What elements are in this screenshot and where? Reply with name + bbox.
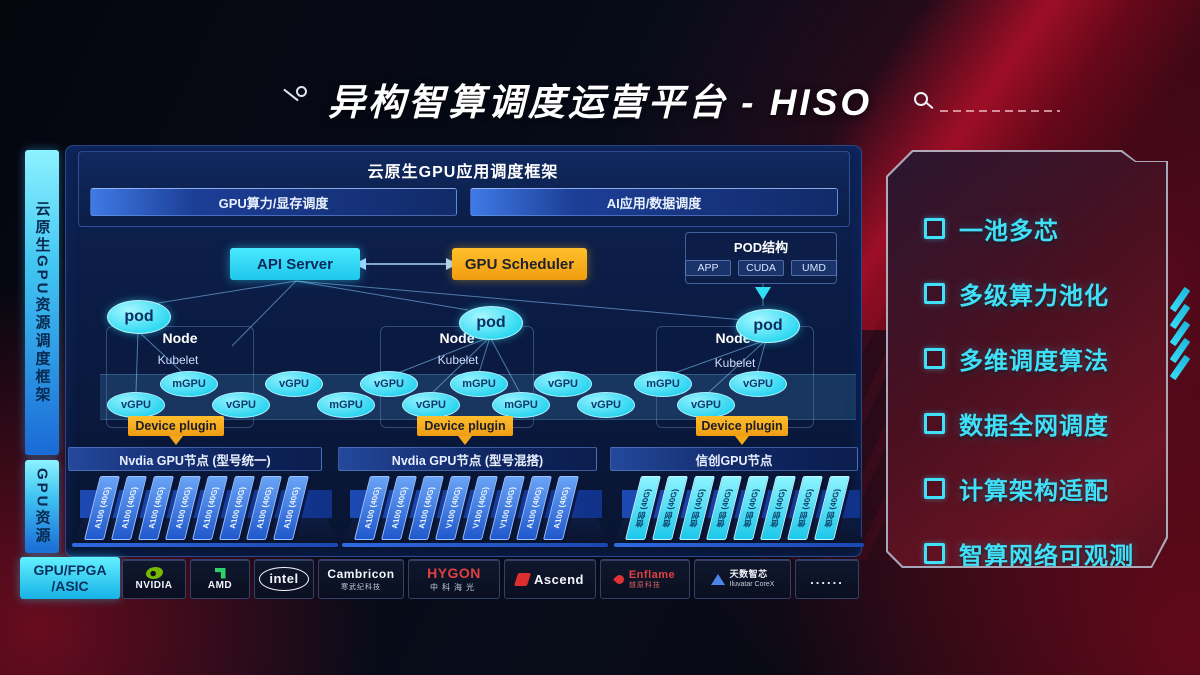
- kubelet-label-2: Kubelet: [437, 353, 479, 367]
- square-bullet-icon: [924, 543, 945, 564]
- gpu-fpga-asic-label: GPU/FPGA/ASIC: [20, 557, 120, 599]
- feature-panel: 一池多芯 多级算力池化 多维调度算法 数据全网调度 计算架构适配 智算网络可观测: [886, 150, 1168, 568]
- gpu-ellipse: mGPU: [450, 371, 508, 397]
- pod-ellipse-3: pod: [736, 309, 800, 343]
- sidebar-label-gpu-resources: GPU资源: [25, 460, 59, 553]
- gpu-ellipse: vGPU: [729, 371, 787, 397]
- framework-title: 云原生GPU应用调度框架: [367, 164, 559, 181]
- gpu-ellipse: mGPU: [160, 371, 218, 397]
- gpu-ellipse: vGPU: [534, 371, 592, 397]
- vendor-iluvatar: 天数智芯 Iluvatar CoreX: [694, 559, 791, 599]
- pod-item-cuda: CUDA: [738, 260, 784, 276]
- vendor-enflame: Enflame 燧原科技: [600, 559, 690, 599]
- gpu-ellipse: mGPU: [317, 392, 375, 418]
- rack-header-mixed: Nvdia GPU节点 (型号混搭): [338, 447, 597, 471]
- pod-ellipse-2: pod: [459, 306, 523, 340]
- device-plugin-3: Device plugin: [696, 416, 788, 436]
- gpu-ellipse: vGPU: [265, 371, 323, 397]
- square-bullet-icon: [924, 413, 945, 434]
- feature-item: 多级算力池化: [924, 261, 1166, 326]
- gpu-scheduler-box: GPU Scheduler: [452, 248, 587, 280]
- rack-edge-1: [72, 543, 338, 547]
- pod-item-umd: UMD: [791, 260, 837, 276]
- vendor-amd: AMD: [190, 559, 250, 599]
- feature-item: 一池多芯: [924, 196, 1166, 261]
- rack-header-uniform: Nvdia GPU节点 (型号统一): [68, 447, 322, 471]
- square-bullet-icon: [924, 218, 945, 239]
- ascend-logo-icon: [513, 572, 532, 586]
- kubelet-label-1: Kubelet: [157, 353, 199, 367]
- device-plugin-2: Device plugin: [417, 416, 513, 436]
- kubelet-label-3: Kubelet: [714, 356, 756, 370]
- intel-oval-icon: intel: [259, 567, 309, 591]
- page-title: 异构智算调度运营平台 - HISO: [327, 82, 873, 123]
- gpu-ellipse: vGPU: [577, 392, 635, 418]
- pod-item-app: APP: [685, 260, 731, 276]
- feature-item: 智算网络可观测: [924, 521, 1166, 586]
- magnifier-icon: [912, 92, 938, 118]
- vendor-cambricon: Cambricon 寒武纪科技: [318, 559, 404, 599]
- gpu-ellipse: vGPU: [677, 392, 735, 418]
- down-arrow-icon: [735, 436, 749, 445]
- rack-header-xinchuang: 信创GPU节点: [610, 447, 858, 471]
- square-bullet-icon: [924, 283, 945, 304]
- amd-arrow-icon: [214, 567, 226, 579]
- vendor-nvidia: NVIDIA: [122, 559, 186, 599]
- rack-edge-3: [614, 543, 864, 547]
- framework-left-box: GPU算力/显存调度: [90, 188, 457, 216]
- sidebar-label-scheduling-framework: 云原生GPU资源调度框架: [25, 150, 59, 455]
- framework-right-box: AI应用/数据调度: [470, 188, 838, 216]
- feature-item: 计算架构适配: [924, 456, 1166, 521]
- pod-structure-title: POD结构: [733, 240, 789, 255]
- pod-ellipse-1: pod: [107, 300, 171, 334]
- down-arrow-icon: [458, 436, 472, 445]
- down-arrow-icon: [169, 436, 183, 445]
- api-server-box: API Server: [230, 248, 360, 280]
- rack-edge-2: [342, 543, 608, 547]
- gpu-ellipse: vGPU: [107, 392, 165, 418]
- gpu-ellipse: vGPU: [360, 371, 418, 397]
- device-plugin-1: Device plugin: [128, 416, 224, 436]
- pin-icon: [280, 86, 307, 112]
- feature-item: 多维调度算法: [924, 326, 1166, 391]
- enflame-flame-icon: [612, 572, 626, 586]
- gpu-ellipse: mGPU: [492, 392, 550, 418]
- nvidia-eye-icon: [145, 567, 163, 579]
- decor-circuit-line: [940, 110, 1060, 112]
- feature-item: 数据全网调度: [924, 391, 1166, 456]
- vendor-more: ......: [795, 559, 859, 599]
- gpu-ellipse: vGPU: [212, 392, 270, 418]
- node-label-1: Node: [162, 330, 198, 346]
- gpu-ellipse: vGPU: [402, 392, 460, 418]
- vendor-ascend: Ascend: [504, 559, 596, 599]
- iluvatar-triangle-icon: [710, 573, 725, 585]
- gpu-ellipse: mGPU: [634, 371, 692, 397]
- vendor-intel: intel: [254, 559, 314, 599]
- square-bullet-icon: [924, 478, 945, 499]
- pod-structure-box: POD结构 APP CUDA UMD: [685, 232, 837, 284]
- square-bullet-icon: [924, 348, 945, 369]
- vendor-hygon: HYGON 中科海光: [408, 559, 500, 599]
